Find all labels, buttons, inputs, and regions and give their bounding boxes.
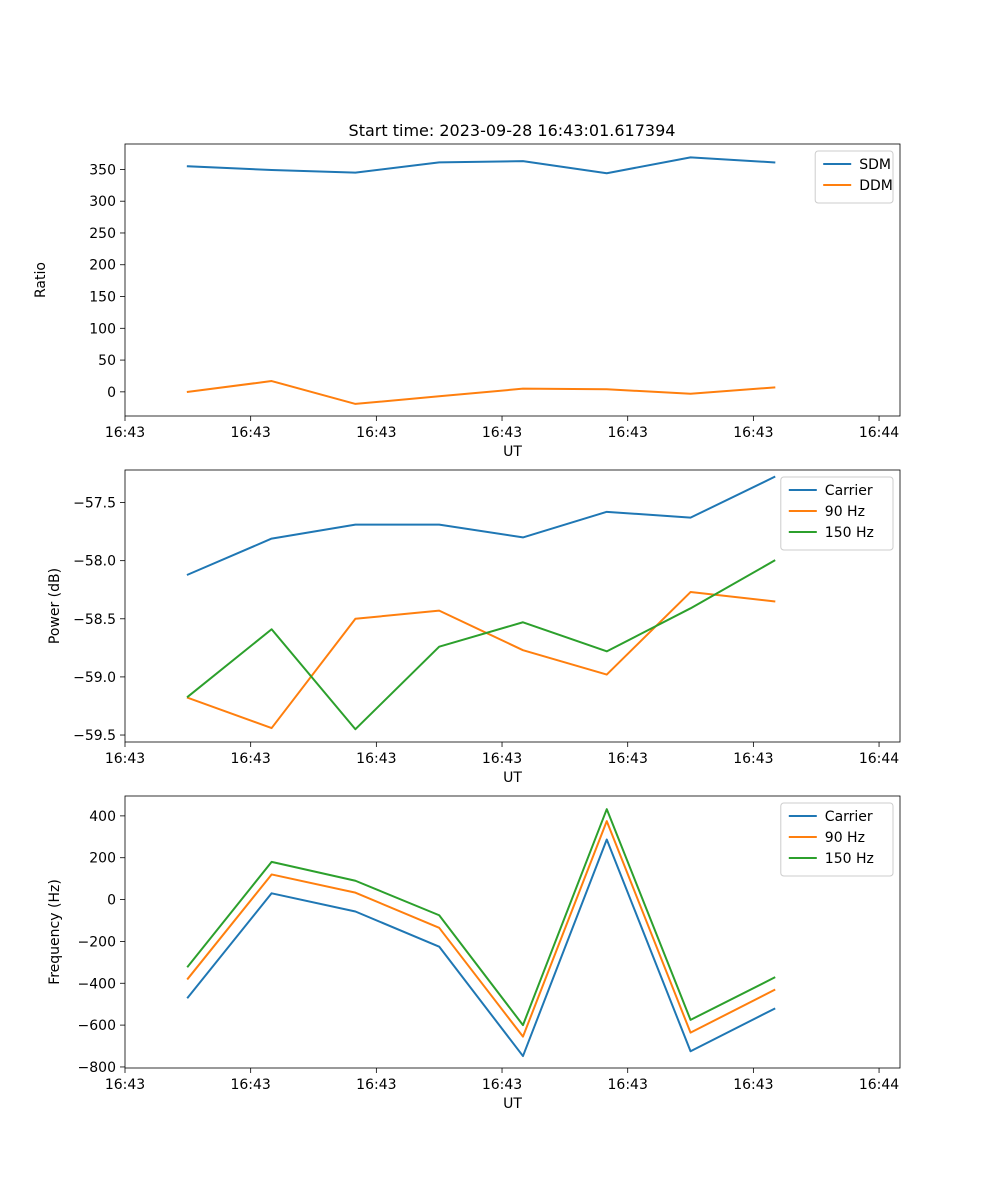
ratio-y-axis-label: Ratio: [33, 262, 49, 298]
power-legend-label-150-hz: 150 Hz: [825, 525, 874, 541]
ratio-legend-label-ddm: DDM: [859, 178, 893, 194]
frequency-axes-frame: [124, 795, 901, 1069]
power-legend: Carrier 90 Hz 150 Hz: [780, 476, 894, 551]
ratio-y-tick-label: 250: [89, 226, 116, 242]
ratio-x-tick-label: 16:43: [733, 425, 773, 441]
ratio-x-tick-label: 16:43: [482, 425, 522, 441]
frequency-x-tick-label: 16:44: [859, 1077, 899, 1093]
power-y-tick-label: −58.0: [73, 554, 116, 570]
power-x-tick-label: 16:44: [859, 751, 899, 767]
ratio-series-sdm-line: [186, 156, 776, 175]
power-y-tick-label: −57.5: [73, 496, 116, 512]
ratio-x-axis-label: UT: [503, 444, 522, 460]
power-legend-label-carrier: Carrier: [825, 483, 873, 499]
ratio-legend: SDM DDM: [814, 150, 894, 204]
power-x-tick-label: 16:43: [105, 751, 145, 767]
frequency-x-tick-label: 16:43: [482, 1077, 522, 1093]
power-x-tick-label: 16:43: [230, 751, 270, 767]
ratio-x-tick-label: 16:43: [105, 425, 145, 441]
ratio-x-tick-label: 16:43: [608, 425, 648, 441]
power-legend-label-90-hz: 90 Hz: [825, 504, 865, 520]
figure-title: Start time: 2023-09-28 16:43:01.617394: [349, 121, 676, 140]
ratio-y-tick-label: 200: [89, 258, 116, 274]
frequency-y-tick-label: 400: [89, 809, 116, 825]
frequency-series-90-hz-line: [186, 820, 776, 1038]
frequency-y-tick-label: 0: [107, 893, 116, 909]
power-y-tick-label: −59.0: [73, 670, 116, 686]
ratio-y-tick-label: 350: [89, 162, 116, 178]
ratio-axes-frame: [124, 143, 901, 417]
power-series-carrier-line: [186, 475, 776, 576]
frequency-y-tick-label: −400: [78, 976, 116, 992]
frequency-y-tick-label: 200: [89, 851, 116, 867]
frequency-x-tick-label: 16:43: [105, 1077, 145, 1093]
frequency-x-tick-label: 16:43: [230, 1077, 270, 1093]
frequency-y-tick-label: −600: [78, 1018, 116, 1034]
ratio-y-tick-label: 300: [89, 194, 116, 210]
frequency-legend: Carrier 90 Hz 150 Hz: [780, 802, 894, 877]
power-y-axis-label: Power (dB): [47, 568, 63, 644]
frequency-x-axis-label: UT: [503, 1096, 522, 1112]
frequency-x-tick-label: 16:43: [356, 1077, 396, 1093]
frequency-y-tick-label: −800: [78, 1060, 116, 1076]
ratio-panel: 16:43 16:43 16:43 16:43 16:43 16:43 16:44 0 50 1…: [33, 143, 901, 460]
frequency-y-axis-label: Frequency (Hz): [47, 879, 63, 985]
power-x-tick-label: 16:43: [733, 751, 773, 767]
frequency-x-tick-label: 16:43: [608, 1077, 648, 1093]
power-series-150-hz-line: [186, 559, 776, 731]
ratio-y-tick-label: 50: [98, 353, 116, 369]
frequency-series-carrier-line: [186, 838, 776, 1058]
power-panel: 16:43 16:43 16:43 16:43 16:43 16:43 16:44 −59.…: [47, 469, 901, 786]
power-x-tick-label: 16:43: [608, 751, 648, 767]
power-x-axis-label: UT: [503, 770, 522, 786]
ratio-y-tick-label: 100: [89, 321, 116, 337]
power-axes-frame: [124, 469, 901, 743]
frequency-legend-label-carrier: Carrier: [825, 809, 873, 825]
ratio-y-tick-label: 150: [89, 290, 116, 306]
frequency-panel: 16:43 16:43 16:43 16:43 16:43 16:43 16:44 −800…: [47, 795, 901, 1112]
frequency-legend-label-150-hz: 150 Hz: [825, 851, 874, 867]
power-x-tick-label: 16:43: [356, 751, 396, 767]
frequency-series-150-hz-line: [186, 808, 776, 1027]
power-y-tick-label: −58.5: [73, 612, 116, 628]
power-series-90-hz-line: [186, 591, 776, 730]
ratio-y-tick-label: 0: [107, 385, 116, 401]
ratio-series-ddm-line: [186, 380, 776, 405]
ratio-x-tick-label: 16:44: [859, 425, 899, 441]
ratio-x-tick-label: 16:43: [356, 425, 396, 441]
frequency-legend-label-90-hz: 90 Hz: [825, 830, 865, 846]
frequency-y-tick-label: −200: [78, 934, 116, 950]
power-y-tick-label: −59.5: [73, 728, 116, 744]
ratio-legend-label-sdm: SDM: [859, 157, 891, 173]
power-x-tick-label: 16:43: [482, 751, 522, 767]
ratio-x-tick-label: 16:43: [230, 425, 270, 441]
frequency-x-tick-label: 16:43: [733, 1077, 773, 1093]
